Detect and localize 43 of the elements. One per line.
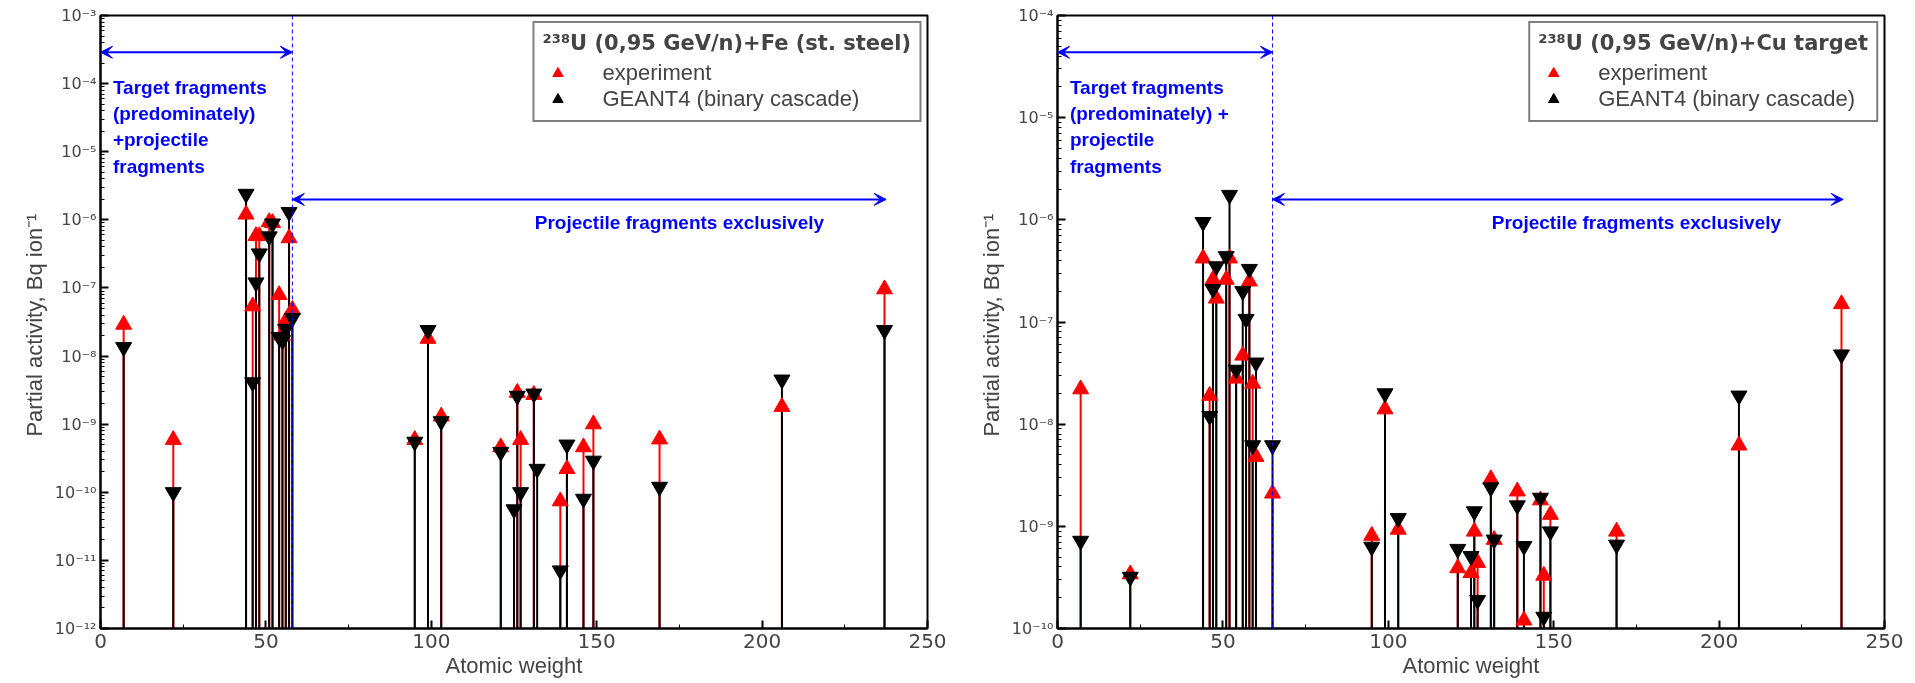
annotation: Projectile fragments exclusively [534, 211, 825, 233]
y-tick-label: 10⁻⁵ [1018, 108, 1054, 128]
x-tick-label: 0 [94, 628, 107, 653]
x-tick-label: 200 [1700, 628, 1739, 653]
y-tick-label: 10⁻¹¹ [54, 550, 97, 570]
y-tick-label: 10⁻¹⁰ [54, 482, 97, 502]
y-tick-label: 10⁻⁹ [61, 414, 97, 434]
legend-label: experiment [602, 60, 712, 86]
y-tick-label: 10⁻⁸ [1018, 414, 1054, 434]
x-tick-label: 250 [908, 628, 947, 653]
annotation: Target fragments (predominately) +projectile fragments [112, 76, 267, 177]
y-tick-label: 10⁻⁵ [61, 142, 97, 162]
y-tick-label: 10⁻⁶ [1018, 210, 1054, 230]
x-axis-title: Atomic weight [445, 652, 583, 678]
y-tick-label: 10⁻¹² [54, 619, 97, 638]
x-tick-label: 150 [1534, 628, 1573, 653]
y-tick-label: 10⁻⁸ [61, 346, 97, 366]
x-tick-label: 200 [743, 628, 782, 653]
annotation: Target fragments (predominately) + projectile fragments [1069, 76, 1229, 177]
annotation: Projectile fragments exclusively [1491, 211, 1782, 233]
y-tick-label: 10⁻¹⁰ [1011, 619, 1054, 638]
y-tick-label: 10⁻⁷ [61, 278, 97, 298]
y-axis-title: Partial activity, Bq ion⁻¹ [21, 213, 47, 437]
legend-title: ²³⁸U (0,95 GeV/n)+Fe (st. steel) [542, 31, 911, 55]
x-axis-title: Atomic weight [1402, 652, 1540, 678]
y-tick-label: 10⁻⁴ [61, 74, 97, 94]
y-tick-label: 10⁻⁶ [61, 210, 97, 230]
y-tick-label: 10⁻⁹ [1018, 516, 1054, 536]
legend-label: GEANT4 (binary cascade) [1598, 86, 1855, 112]
legend-title: ²³⁸U (0,95 GeV/n)+Cu target [1538, 31, 1868, 55]
x-tick-label: 0 [1051, 628, 1064, 653]
legend-label: GEANT4 (binary cascade) [602, 86, 860, 112]
y-tick-label: 10⁻⁷ [1018, 312, 1054, 332]
legend-label: experiment [1598, 60, 1708, 86]
y-axis-title: Partial activity, Bq ion⁻¹ [978, 213, 1004, 437]
x-tick-label: 50 [1210, 628, 1236, 653]
x-tick-label: 100 [1369, 628, 1408, 653]
x-tick-label: 100 [412, 628, 451, 653]
y-tick-label: 10⁻³ [61, 6, 97, 25]
x-tick-label: 50 [253, 628, 279, 653]
x-tick-label: 250 [1865, 628, 1904, 653]
y-tick-label: 10⁻⁴ [1018, 6, 1054, 25]
x-tick-label: 150 [577, 628, 616, 653]
